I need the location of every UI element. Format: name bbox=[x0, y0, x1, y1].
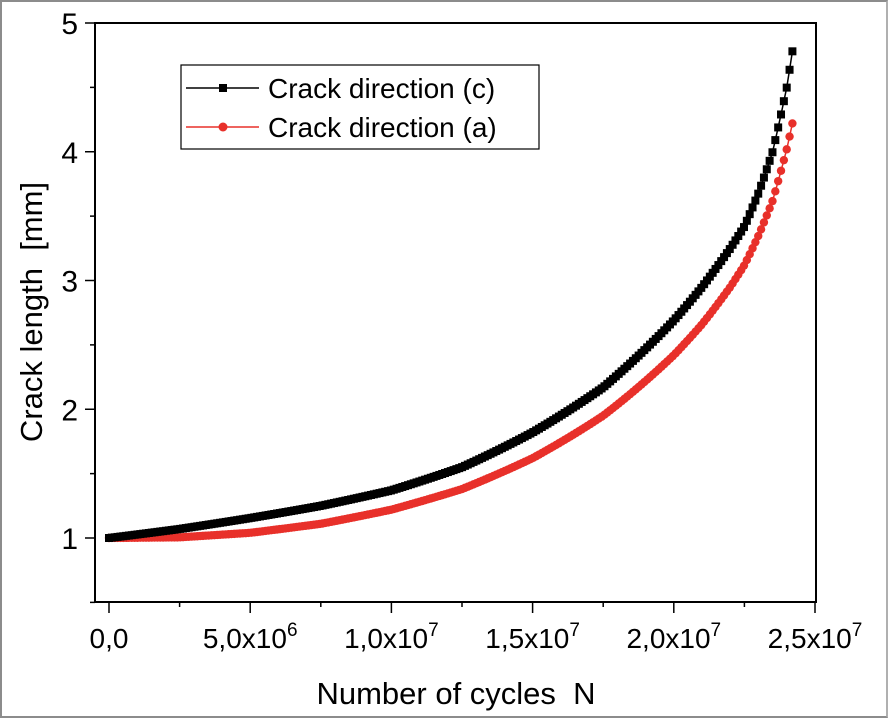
square-marker-icon bbox=[734, 232, 743, 241]
y-tick-label: 5 bbox=[61, 8, 78, 41]
square-marker-icon bbox=[739, 223, 748, 232]
y-tick-label: 4 bbox=[61, 137, 78, 170]
square-marker-icon bbox=[745, 210, 754, 219]
square-marker-icon bbox=[731, 236, 740, 245]
circle-marker-icon bbox=[759, 218, 769, 227]
legend-label-a: Crack direction (a) bbox=[268, 112, 497, 143]
circle-marker-icon bbox=[779, 155, 789, 165]
square-marker-icon bbox=[737, 227, 746, 236]
x-axis-label: Number of cycles N bbox=[316, 676, 595, 711]
legend-square-marker-icon bbox=[219, 84, 227, 92]
circle-marker-icon bbox=[788, 119, 797, 128]
plot-series-layer bbox=[104, 47, 797, 543]
square-marker-icon bbox=[728, 240, 737, 249]
x-tick-label: 2,0x107 bbox=[626, 620, 721, 654]
square-marker-icon bbox=[774, 123, 783, 132]
y-tick-label: 3 bbox=[61, 266, 78, 299]
square-marker-icon bbox=[777, 110, 786, 119]
legend-label-c: Crack direction (c) bbox=[268, 73, 495, 104]
circle-marker-icon bbox=[773, 176, 783, 186]
square-marker-icon bbox=[768, 148, 777, 157]
x-axis: 0,0 5,0x106 1,0x107 1,5x107 2,0x107 2,5x107 bbox=[90, 602, 863, 654]
legend-item-a: Crack direction (a) bbox=[186, 112, 497, 143]
y-tick-label: 2 bbox=[61, 394, 78, 427]
circle-marker-icon bbox=[768, 196, 777, 206]
square-marker-icon bbox=[748, 203, 757, 212]
series-crack-direction-a bbox=[104, 119, 797, 543]
square-marker-icon bbox=[757, 181, 766, 190]
legend-circle-marker-icon bbox=[218, 122, 228, 132]
square-marker-icon bbox=[788, 47, 797, 56]
square-marker-icon bbox=[751, 196, 760, 205]
square-marker-icon bbox=[785, 65, 794, 74]
square-marker-icon bbox=[720, 253, 729, 262]
y-axis-label: Crack length [mm] bbox=[14, 182, 49, 442]
legend: Crack direction (c) Crack direction (a) bbox=[180, 64, 540, 150]
series-crack-direction-c bbox=[105, 47, 797, 542]
circle-marker-icon bbox=[762, 211, 771, 220]
square-marker-icon bbox=[765, 156, 774, 165]
square-marker-icon bbox=[762, 165, 771, 174]
circle-marker-icon bbox=[782, 145, 791, 154]
circle-marker-icon bbox=[776, 166, 786, 175]
x-tick-label: 0,0 bbox=[90, 623, 129, 654]
square-marker-icon bbox=[782, 83, 791, 92]
legend-box bbox=[180, 64, 540, 150]
square-marker-icon bbox=[779, 97, 788, 106]
square-marker-icon bbox=[759, 173, 768, 182]
y-tick-label: 1 bbox=[61, 523, 78, 556]
circle-marker-icon bbox=[771, 187, 780, 196]
y-axis: 1 2 3 4 5 bbox=[61, 8, 95, 604]
square-marker-icon bbox=[754, 189, 763, 198]
square-marker-icon bbox=[722, 249, 731, 258]
square-marker-icon bbox=[725, 245, 734, 254]
x-tick-label: 5,0x106 bbox=[203, 620, 298, 654]
circle-marker-icon bbox=[785, 132, 794, 141]
circle-marker-icon bbox=[765, 204, 774, 213]
circle-marker-icon bbox=[754, 231, 763, 241]
x-tick-label: 1,0x107 bbox=[344, 620, 439, 654]
x-tick-label: 1,5x107 bbox=[485, 620, 580, 654]
x-tick-label: 2,5x107 bbox=[768, 620, 863, 654]
square-marker-icon bbox=[742, 216, 751, 225]
square-marker-icon bbox=[771, 136, 780, 145]
plot-area-border bbox=[94, 22, 817, 603]
circle-marker-icon bbox=[756, 225, 766, 234]
legend-item-c: Crack direction (c) bbox=[186, 73, 495, 104]
